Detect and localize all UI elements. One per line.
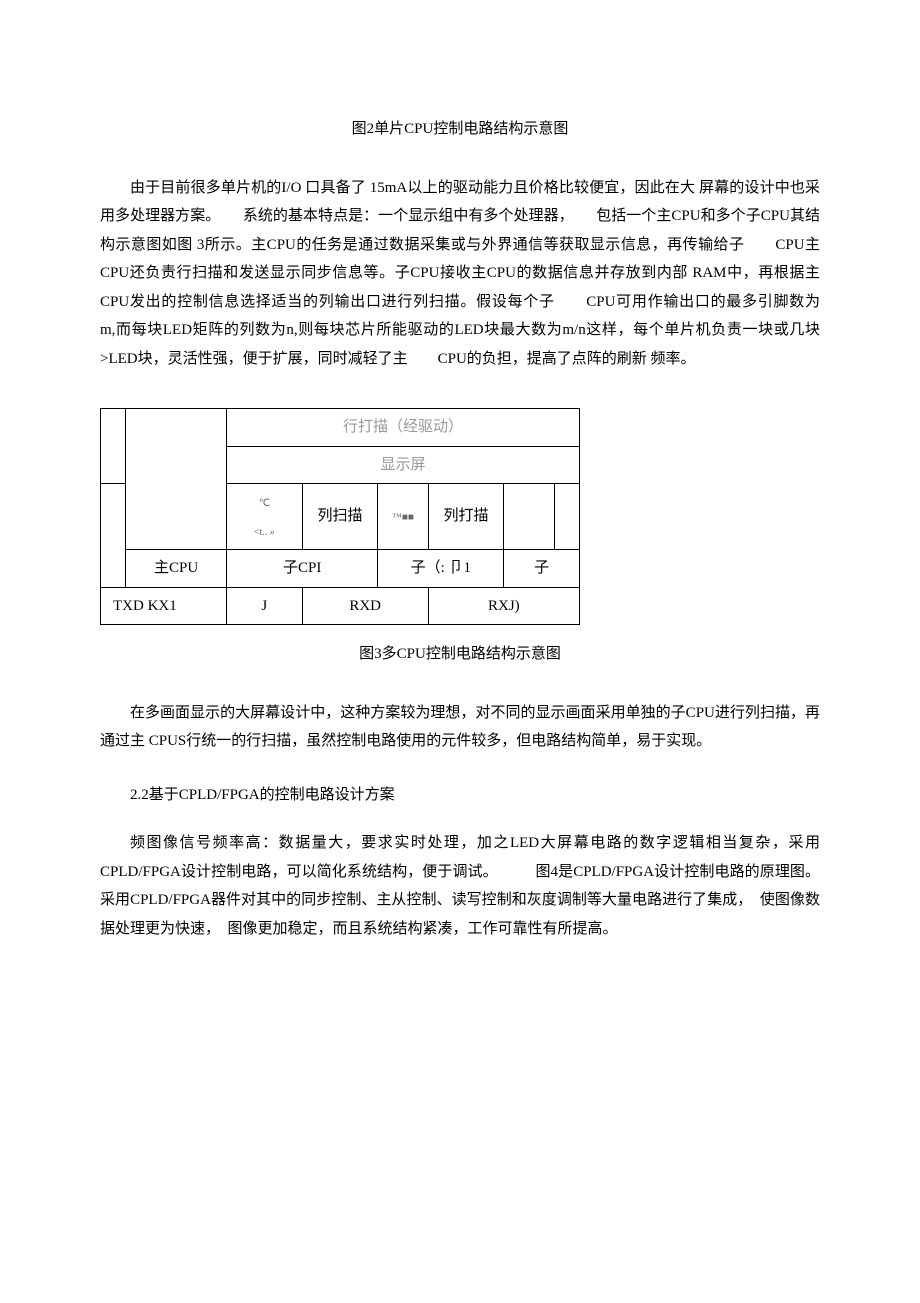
diagram-r3c7 (504, 484, 554, 550)
diagram-sub-cpi: 子CPI (227, 550, 378, 588)
diagram-small-cell1: ℃ <t.. » (227, 484, 303, 550)
diagram-sub-right: 子 (504, 550, 580, 588)
diagram-rxj: RXJ) (428, 587, 579, 625)
figure3-caption: 图3多CPU控制电路结构示意图 (100, 640, 820, 669)
section-2-2-heading: 2.2基于CPLD/FPGA的控制电路设计方案 (100, 781, 820, 810)
diagram-main-cpu: 主CPU (126, 550, 227, 588)
diagram-txd: TXD KX1 (101, 587, 227, 625)
diagram-figure3: 行打描（经驱动） 显示屏 ℃ <t.. » 列扫描 ™■■ 列打描 主CPU 子… (100, 408, 820, 625)
diagram-sub-mid: 子（: 卩1 (378, 550, 504, 588)
diagram-j: J (227, 587, 303, 625)
paragraph-1: 由于目前很多单片机的I/O 口具备了 15mA以上的驱动能力且价格比较便宜，因此… (100, 174, 820, 374)
diagram-left-col1 (101, 409, 126, 484)
diagram-small-cell2: ™■■ (378, 484, 428, 550)
diagram-rxd: RXD (302, 587, 428, 625)
diagram-r3c8 (554, 484, 579, 550)
diagram-r3c2 (126, 484, 227, 550)
paragraph-3: 频图像信号频率高：数据量大，要求实时处理，加之LED大屏幕电路的数字逻辑相当复杂… (100, 829, 820, 943)
diagram-left-col2 (126, 409, 227, 484)
diagram-col-scan1: 列扫描 (302, 484, 378, 550)
diagram-table: 行打描（经驱动） 显示屏 ℃ <t.. » 列扫描 ™■■ 列打描 主CPU 子… (100, 408, 580, 625)
diagram-col-scan2: 列打描 (428, 484, 504, 550)
diagram-display: 显示屏 (227, 446, 580, 484)
diagram-r3c1 (101, 484, 126, 588)
figure2-caption: 图2单片CPU控制电路结构示意图 (100, 115, 820, 144)
paragraph-2: 在多画面显示的大屏幕设计中，这种方案较为理想，对不同的显示画面采用单独的子CPU… (100, 699, 820, 756)
diagram-row-scan: 行打描（经驱动） (227, 409, 580, 447)
